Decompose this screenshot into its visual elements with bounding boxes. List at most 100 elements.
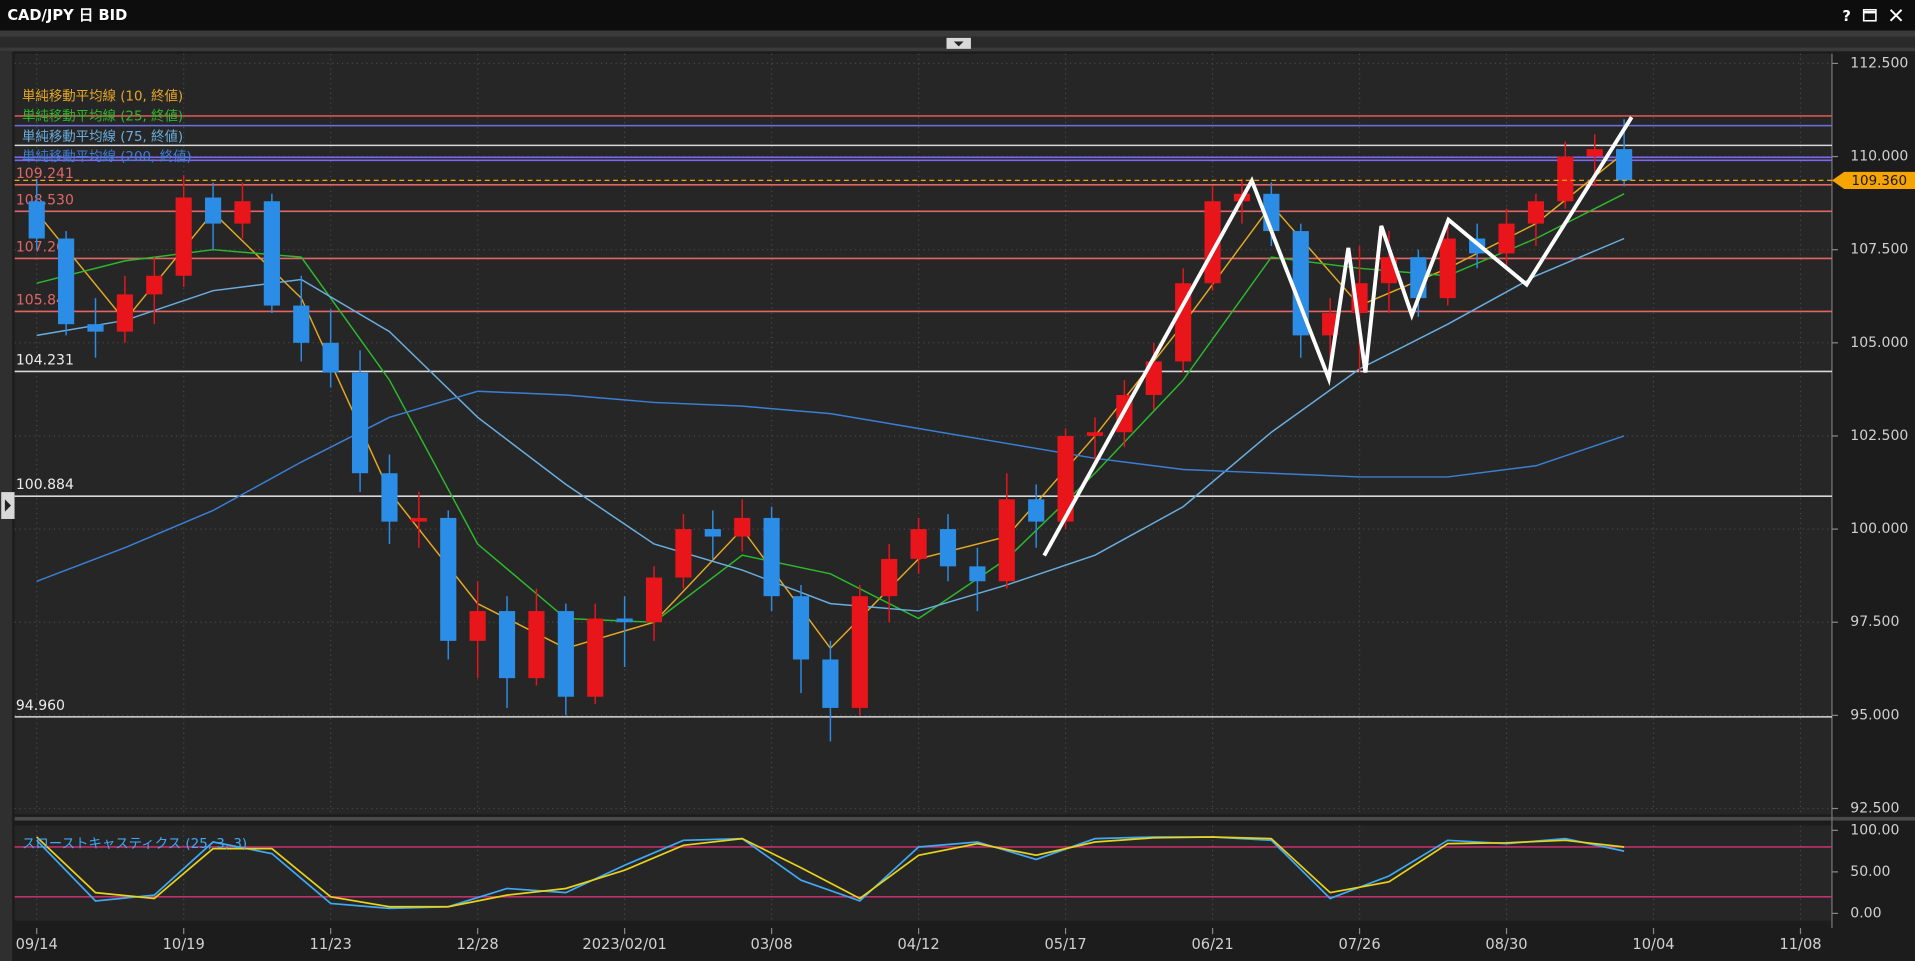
last-price-tag	[1831, 171, 1915, 189]
help-button[interactable]: ?	[1842, 8, 1851, 25]
candle-body	[675, 529, 692, 578]
title-bar	[0, 0, 1915, 31]
candle-body	[910, 529, 927, 559]
candle-body	[146, 275, 163, 295]
candle-body	[58, 238, 75, 325]
legend-entry: 単純移動平均線 (75, 終値)	[22, 129, 183, 145]
candle-body	[1292, 231, 1309, 336]
y-tick-label: 100.000	[1850, 521, 1908, 537]
candle-body	[322, 342, 339, 373]
level-label: 104.231	[16, 352, 74, 368]
candle-body	[704, 529, 721, 537]
candle-body	[1145, 361, 1162, 395]
x-tick-label: 05/17	[1044, 936, 1086, 953]
y-tick-label: 107.500	[1850, 242, 1908, 258]
collapse-tab[interactable]	[946, 37, 971, 49]
x-tick-label: 10/04	[1632, 936, 1674, 953]
collapse-tab-arrow	[953, 41, 964, 47]
candle-body	[1616, 149, 1633, 181]
candle-body	[851, 596, 868, 708]
y-tick-label: 0.00	[1850, 905, 1881, 921]
candle-body	[234, 201, 251, 224]
x-tick-label: 07/26	[1338, 936, 1380, 953]
level-label: 100.884	[16, 477, 74, 493]
candle-body	[822, 659, 839, 708]
y-tick-label: 97.500	[1850, 614, 1899, 630]
x-tick-label: 08/30	[1485, 936, 1527, 953]
y-tick-label: 50.00	[1850, 864, 1890, 880]
x-tick-label: 11/23	[310, 936, 352, 953]
close-button[interactable]	[1889, 9, 1903, 22]
last-price-label: 109.360	[1851, 174, 1907, 189]
candle-body	[440, 517, 457, 641]
legend-entry: 単純移動平均線 (10, 終値)	[22, 88, 183, 104]
candle-body	[969, 566, 986, 582]
x-tick-label: 12/28	[457, 936, 499, 953]
candle-body	[1586, 149, 1603, 157]
candle-body	[1557, 156, 1574, 202]
candle-body	[381, 473, 398, 522]
x-tick-label: 11/08	[1779, 936, 1821, 953]
candle-body	[939, 529, 957, 567]
indicator-title: スローストキャスティクス (25, 3, 3)	[22, 836, 247, 852]
candle-body	[763, 517, 780, 597]
y-tick-label: 105.000	[1850, 335, 1908, 351]
y-tick-label: 110.000	[1850, 149, 1908, 165]
candle-body	[528, 611, 545, 679]
x-tick-label: 09/14	[16, 936, 58, 953]
side-tab[interactable]	[1, 492, 15, 519]
candle-body	[792, 596, 810, 660]
candle-body	[998, 499, 1015, 582]
candle-body	[175, 197, 192, 276]
candle-body	[1086, 432, 1104, 436]
candle-body	[1439, 238, 1456, 299]
legend-entry: 単純移動平均線 (200, 終値)	[22, 149, 192, 165]
panel-divider	[14, 816, 1915, 821]
stochastic-line	[36, 836, 1625, 908]
level-label: 94.960	[16, 698, 65, 714]
candle-body	[469, 611, 486, 641]
candle-body	[1057, 435, 1074, 522]
candle-body	[28, 201, 45, 239]
candle-body	[881, 558, 898, 597]
candle-body	[1410, 257, 1427, 299]
candle-body	[410, 517, 427, 522]
close-icon	[1889, 9, 1903, 22]
legend-entry: 単純移動平均線 (25, 終値)	[22, 109, 183, 125]
candle-body	[616, 618, 633, 623]
candle-body	[263, 201, 280, 306]
candle-body	[87, 324, 104, 332]
x-tick-label: 2023/02/01	[582, 936, 666, 953]
candle-body	[204, 197, 222, 224]
x-tick-label: 06/21	[1191, 936, 1233, 953]
candle-body	[293, 305, 310, 343]
candle-body	[1498, 223, 1515, 254]
candle-body	[734, 517, 751, 537]
trend-drawing	[1042, 116, 1634, 557]
candle-body	[645, 577, 663, 623]
window-title: CAD/JPY 日 BID	[7, 7, 127, 24]
x-tick-label: 03/08	[751, 936, 793, 953]
chart-layer: 92.500 95.000 97.500 100.000 102.500 105.000 1…	[14, 53, 1915, 953]
candle-body	[1527, 201, 1545, 224]
level-label: 109.241	[16, 166, 74, 182]
moving-average-line	[36, 390, 1625, 582]
candle-body	[557, 611, 574, 697]
y-tick-label: 92.500	[1850, 801, 1899, 817]
x-tick-label: 04/12	[897, 936, 939, 953]
y-tick-label: 95.000	[1850, 707, 1899, 723]
candle-body	[587, 618, 604, 697]
candle-body	[498, 611, 516, 679]
candle-body	[351, 372, 369, 474]
candle-body	[116, 294, 133, 332]
level-label: 108.530	[16, 192, 74, 208]
maximize-icon	[1862, 8, 1877, 22]
y-tick-label: 112.500	[1850, 55, 1908, 71]
y-tick-label: 102.500	[1850, 428, 1908, 444]
candle-body	[1028, 499, 1045, 522]
side-tab-arrow	[4, 499, 11, 512]
maximize-button[interactable]	[1862, 8, 1877, 22]
x-tick-label: 10/19	[163, 936, 205, 953]
